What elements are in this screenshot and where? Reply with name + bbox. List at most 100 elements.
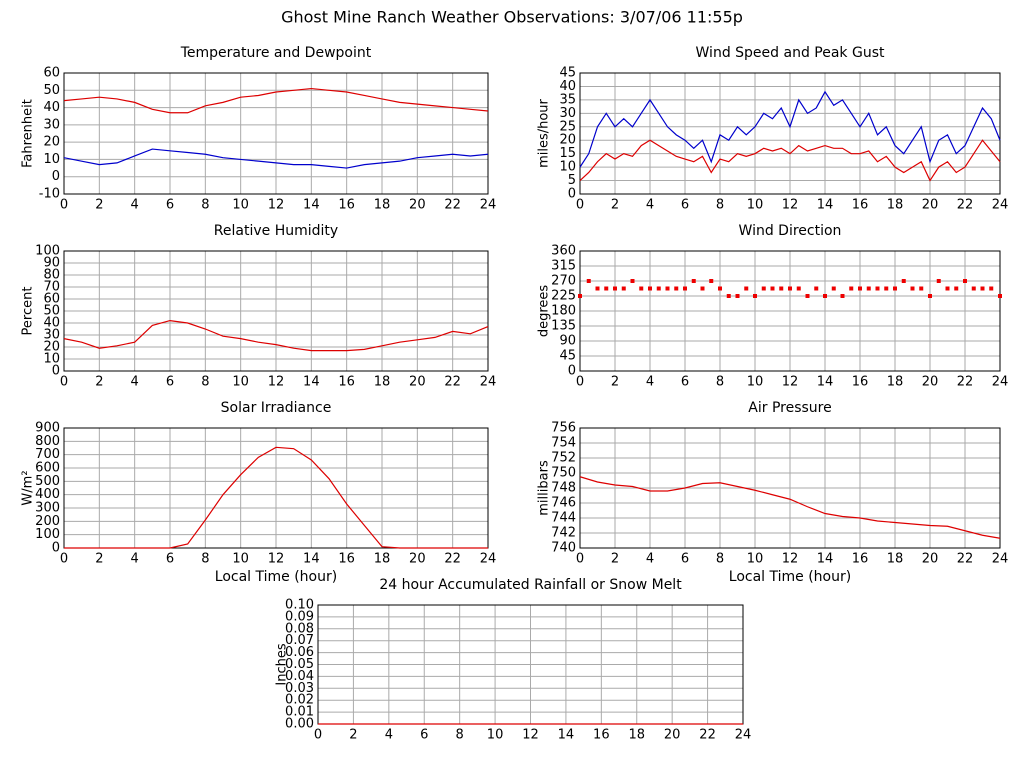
- data-point: [726, 294, 731, 298]
- x-tick-label: 16: [852, 375, 869, 390]
- y-axis-label: Inches: [275, 643, 290, 685]
- y-tick-label: 180: [551, 304, 576, 319]
- x-tick-label: 24: [735, 728, 752, 743]
- x-tick-label: 16: [852, 198, 869, 213]
- y-tick-label: 10: [559, 160, 576, 175]
- x-tick-label: 14: [303, 375, 320, 390]
- y-tick-label: 80: [43, 268, 60, 283]
- y-tick-label: 700: [35, 447, 60, 462]
- chart-title: 24 hour Accumulated Rainfall or Snow Mel…: [379, 577, 682, 593]
- y-tick-label: 30: [559, 106, 576, 121]
- y-tick-label: 45: [559, 349, 576, 364]
- y-axis-label: W/m²: [21, 470, 36, 505]
- y-tick-label: 0.04: [285, 669, 314, 684]
- y-tick-label: 50: [43, 83, 60, 98]
- y-tick-label: 10: [43, 352, 60, 367]
- y-tick-label: 270: [551, 274, 576, 289]
- y-tick-label: 0.08: [285, 621, 314, 636]
- data-point: [744, 286, 749, 291]
- x-tick-label: 10: [487, 728, 504, 743]
- x-tick-label: 0: [576, 375, 584, 390]
- y-tick-label: 0.01: [285, 705, 314, 720]
- y-tick-label: 0: [52, 541, 60, 556]
- y-tick-label: 100: [35, 527, 60, 542]
- plot-frame: [579, 250, 1001, 372]
- y-tick-label: 70: [43, 280, 60, 295]
- y-tick-label: 225: [551, 289, 576, 304]
- y-tick-label: 0.03: [285, 681, 314, 696]
- chart-title: Temperature and Dewpoint: [180, 45, 372, 61]
- data-point: [831, 286, 836, 291]
- x-tick-label: 0: [60, 198, 68, 213]
- y-tick-label: 746: [551, 496, 576, 511]
- y-tick-label: 500: [35, 474, 60, 489]
- x-tick-label: 0: [60, 552, 68, 567]
- y-tick-label: 744: [551, 511, 576, 526]
- data-point: [901, 279, 906, 283]
- y-axis-label: degrees: [537, 285, 552, 338]
- chart-title: Air Pressure: [748, 400, 831, 416]
- x-tick-label: 4: [646, 552, 654, 567]
- y-tick-label: -10: [39, 187, 60, 202]
- x-tick-label: 6: [420, 728, 428, 743]
- y-tick-label: 0.10: [285, 598, 314, 613]
- y-tick-label: 40: [43, 316, 60, 331]
- y-tick-label: 900: [35, 421, 60, 436]
- chart-title: Wind Speed and Peak Gust: [696, 45, 885, 61]
- y-axis-label: miles/hour: [537, 98, 552, 167]
- chart-title: Relative Humidity: [214, 223, 338, 239]
- data-point: [840, 294, 845, 298]
- data-point: [779, 286, 784, 291]
- data-point: [858, 286, 862, 291]
- x-tick-label: 4: [131, 198, 139, 213]
- x-tick-label: 6: [681, 375, 689, 390]
- y-tick-label: 60: [43, 292, 60, 307]
- y-tick-label: 40: [559, 79, 576, 94]
- x-tick-label: 20: [922, 375, 939, 390]
- x-tick-label: 20: [922, 552, 939, 567]
- y-tick-label: 0.02: [285, 693, 314, 708]
- data-point: [753, 294, 757, 298]
- plot-frame: [63, 250, 489, 372]
- x-tick-label: 6: [166, 198, 174, 213]
- data-point: [630, 279, 635, 283]
- y-tick-label: 0: [52, 169, 60, 184]
- x-tick-label: 10: [747, 552, 764, 567]
- x-tick-label: 22: [699, 728, 716, 743]
- x-tick-label: 8: [716, 198, 724, 213]
- x-tick-label: 12: [782, 198, 799, 213]
- y-tick-label: 135: [551, 319, 576, 334]
- x-tick-label: 14: [303, 198, 320, 213]
- x-tick-label: 8: [201, 552, 209, 567]
- x-tick-label: 16: [338, 375, 355, 390]
- y-tick-label: 5: [568, 173, 576, 188]
- data-point: [849, 286, 854, 291]
- x-tick-label: 18: [374, 552, 391, 567]
- x-tick-label: 12: [268, 552, 285, 567]
- plot-frame: [63, 427, 489, 549]
- data-point: [989, 286, 994, 291]
- y-tick-label: 20: [559, 133, 576, 148]
- data-point: [954, 286, 959, 291]
- x-tick-label: 6: [681, 552, 689, 567]
- data-point: [761, 286, 766, 291]
- x-tick-label: 4: [646, 198, 654, 213]
- x-tick-label: 24: [480, 375, 497, 390]
- y-tick-label: 35: [559, 92, 576, 107]
- x-tick-label: 16: [338, 552, 355, 567]
- data-point: [665, 286, 670, 291]
- y-tick-label: 200: [35, 514, 60, 529]
- y-tick-label: 752: [551, 451, 576, 466]
- data-point: [595, 286, 600, 291]
- data-point: [709, 279, 714, 283]
- x-axis-label: Local Time (hour): [215, 569, 337, 585]
- x-tick-label: 16: [852, 552, 869, 567]
- x-tick-label: 12: [782, 552, 799, 567]
- y-tick-label: 25: [559, 119, 576, 134]
- chart-title: Wind Direction: [739, 223, 842, 239]
- x-axis-label: Local Time (hour): [729, 569, 851, 585]
- y-tick-label: 0: [568, 364, 576, 379]
- y-tick-label: 0.00: [285, 717, 314, 732]
- y-tick-label: 0.05: [285, 657, 314, 672]
- y-tick-label: 10: [43, 152, 60, 167]
